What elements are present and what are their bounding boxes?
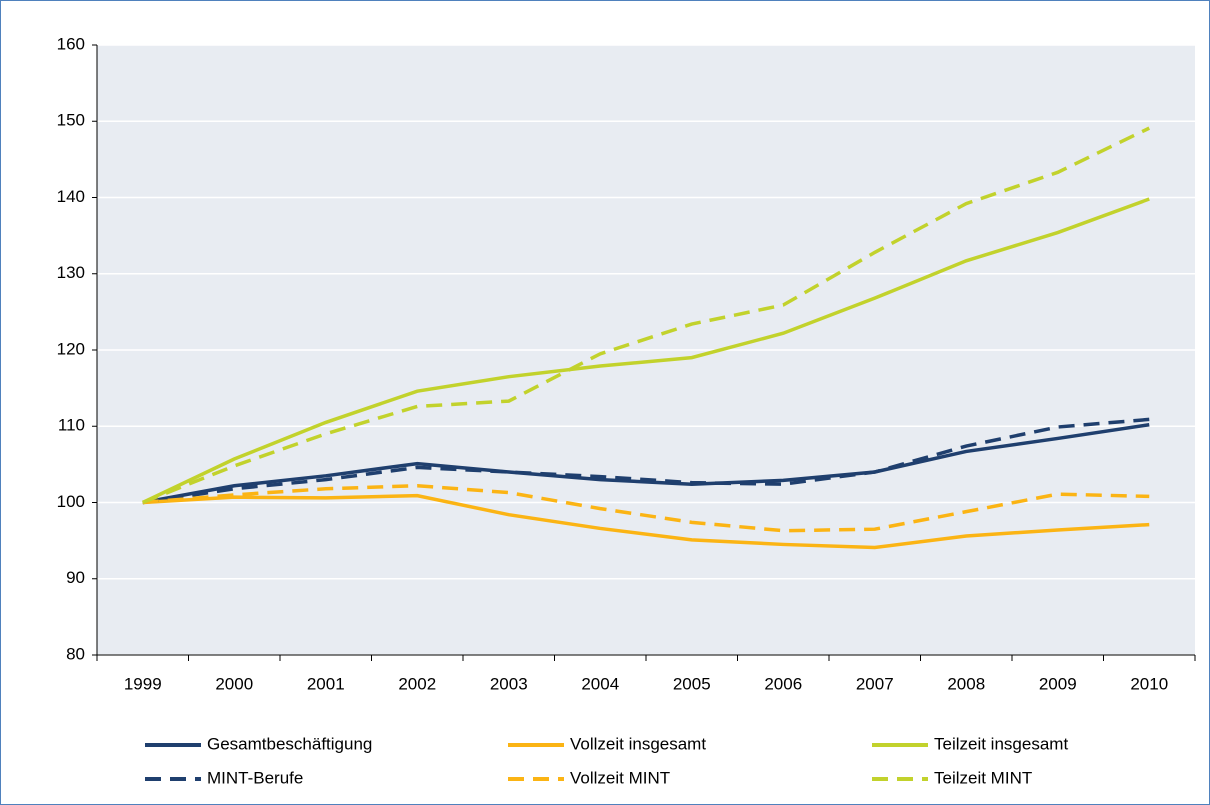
- x-tick-label: 2000: [215, 674, 253, 693]
- legend-label: Gesamtbeschäftigung: [207, 734, 372, 753]
- series-line: [142, 417, 1150, 505]
- x-tick-label: 2005: [673, 674, 711, 693]
- legend-label: Vollzeit insgesamt: [570, 734, 706, 753]
- x-tick-label: 1999: [124, 674, 162, 693]
- y-tick-label: 120: [57, 339, 85, 358]
- series-line: [142, 493, 1150, 550]
- legend-label: Vollzeit MINT: [570, 768, 670, 787]
- y-tick-label: 150: [57, 111, 85, 130]
- x-tick-label: 2009: [1039, 674, 1077, 693]
- x-tick-label: 2003: [490, 674, 528, 693]
- legend-label: MINT-Berufe: [207, 768, 303, 787]
- legend-label: Teilzeit insgesamt: [934, 734, 1068, 753]
- x-tick-label: 2007: [856, 674, 894, 693]
- x-tick-label: 2006: [764, 674, 802, 693]
- x-tick-label: 2001: [307, 674, 345, 693]
- y-tick-label: 110: [58, 416, 85, 435]
- y-tick-label: 100: [57, 492, 85, 511]
- x-tick-label: 2008: [947, 674, 985, 693]
- y-tick-label: 90: [66, 568, 85, 587]
- y-tick-label: 140: [57, 187, 85, 206]
- x-tick-label: 2004: [581, 674, 619, 693]
- series-line: [142, 126, 1151, 505]
- y-tick-label: 80: [66, 644, 85, 663]
- y-tick-label: 160: [57, 34, 85, 53]
- x-tick-label: 2010: [1130, 674, 1168, 693]
- y-tick-label: 130: [57, 263, 85, 282]
- series-line: [141, 197, 1150, 505]
- series-line: [142, 422, 1150, 505]
- x-tick-label: 2002: [398, 674, 436, 693]
- legend-label: Teilzeit MINT: [934, 768, 1032, 787]
- series-line: [142, 483, 1150, 533]
